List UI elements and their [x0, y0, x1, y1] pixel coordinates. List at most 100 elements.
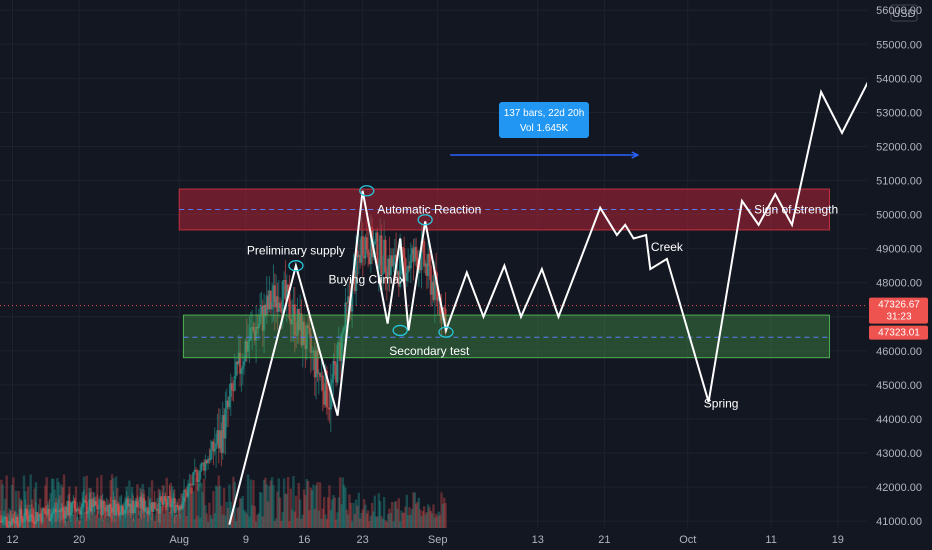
measure-tool[interactable]: 137 bars, 22d 20h Vol 1.645K [450, 101, 640, 159]
candle-body [121, 505, 124, 514]
candle-body [404, 258, 407, 281]
candle-body [164, 495, 167, 502]
volume-bar [97, 517, 100, 528]
volume-bar [132, 518, 135, 528]
candle-body [88, 499, 91, 512]
volume-bar [106, 521, 110, 528]
volume-bar [320, 518, 323, 528]
volume-bar [273, 521, 276, 528]
volume-bar [358, 518, 362, 528]
volume-bar [425, 512, 429, 528]
candle-body [101, 500, 104, 516]
candle-body [18, 509, 22, 527]
volume-bar [204, 505, 207, 528]
candle-body [280, 307, 283, 313]
candle-body [97, 507, 100, 510]
candle-body [92, 498, 95, 507]
candle-body [140, 496, 143, 510]
candle-body [25, 508, 28, 516]
candle-body [318, 372, 322, 377]
candle-body [186, 487, 190, 497]
candle-body [154, 508, 158, 511]
volume-bar [228, 484, 231, 528]
volume-bar [10, 484, 14, 528]
volume-bar [212, 491, 215, 528]
candle-body [274, 296, 278, 308]
volume-bar [433, 517, 437, 528]
volume-bar [382, 496, 386, 528]
volume-bar [201, 492, 204, 528]
volume-bar [197, 483, 200, 528]
candle-body [26, 515, 30, 522]
volume-bar [1, 484, 4, 528]
volume-bar [421, 511, 425, 528]
candle-body [152, 502, 155, 512]
candle-body [302, 321, 306, 345]
candle-body [141, 498, 144, 510]
candle-body [330, 379, 334, 384]
candle-body [312, 350, 315, 352]
time-axis[interactable]: 12 20 Aug 9 16 23 Sep 13 21 Oct 11 19 [0, 528, 932, 550]
volume-bar [429, 510, 433, 528]
volume-bar [278, 497, 282, 528]
volume-bar [94, 515, 98, 528]
candle-body [54, 508, 58, 513]
candle-body [198, 470, 202, 480]
candle-body [188, 483, 191, 488]
volume-bar [245, 513, 248, 528]
candle-body [8, 521, 11, 527]
volume-bar [268, 485, 271, 528]
volume-bar [393, 501, 397, 528]
candle-body [349, 303, 353, 312]
candle-body [106, 505, 110, 516]
y-tick-label: 46000.00 [876, 346, 922, 358]
candle-body [385, 271, 389, 280]
volume-bar [209, 515, 212, 528]
volume-bar [188, 490, 191, 528]
y-tick-label: 41000.00 [876, 516, 922, 528]
candle-body [130, 500, 134, 514]
marker-ellipse [392, 324, 408, 337]
currency-label[interactable]: USD [890, 4, 918, 22]
volume-bar [362, 498, 366, 528]
volume-bar [297, 482, 300, 528]
volume-bar [281, 512, 284, 528]
candle-body [176, 504, 179, 507]
y-tick-label: 55000.00 [876, 39, 922, 51]
volume-bar [241, 495, 244, 528]
annotation-automatic-reaction: Automatic Reaction [377, 202, 481, 216]
candle-body [362, 255, 366, 259]
candle-body [410, 248, 414, 255]
candle-body [368, 257, 371, 265]
candle-body [228, 396, 231, 408]
volume-bar [14, 490, 18, 528]
candle-body [193, 469, 196, 473]
price-axis[interactable]: USD 56000.00 55000.00 54000.00 53000.00 5200… [867, 0, 932, 528]
volume-bar [360, 512, 363, 528]
volume-bar [302, 489, 306, 528]
candle-body [420, 240, 423, 271]
x-tick-label: 13 [532, 534, 544, 546]
candle-body [194, 469, 198, 472]
annotations: Preliminary supply Buying Climax Automatic… [247, 202, 838, 410]
volume-bar [276, 491, 279, 528]
candle-body [392, 258, 395, 267]
volume-bar [6, 512, 10, 528]
candle-body [137, 506, 140, 508]
volume-bar [408, 507, 411, 528]
volume-bar [310, 490, 314, 528]
candle-body [310, 351, 314, 353]
volume-bar [424, 514, 427, 528]
candle-body [268, 290, 271, 310]
candle-body [322, 391, 326, 405]
current-price-tag [869, 325, 928, 340]
measure-volume-text: Vol 1.645K [520, 123, 569, 134]
volume-bar [208, 502, 211, 528]
volume-bar [294, 495, 298, 528]
candle-body [169, 498, 172, 508]
candle-body [264, 305, 267, 315]
candle-body [116, 503, 119, 505]
candle-body [341, 330, 344, 334]
candle-body [96, 504, 99, 510]
